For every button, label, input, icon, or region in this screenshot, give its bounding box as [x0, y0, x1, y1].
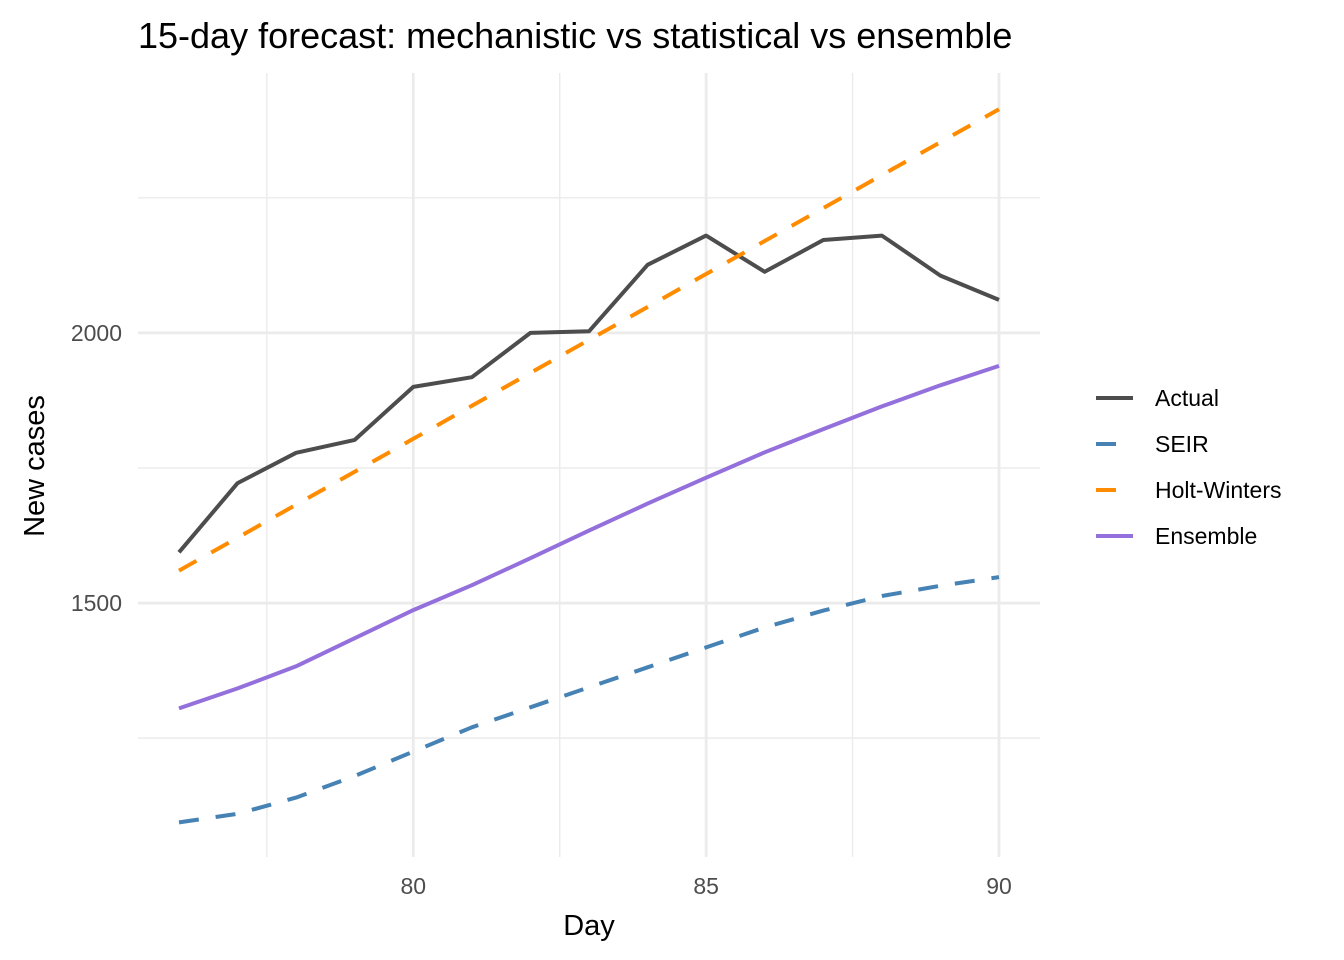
x-axis-title: Day	[563, 910, 615, 942]
series-line-ensemble	[178, 364, 1000, 711]
x-tick-label: 85	[693, 873, 719, 899]
legend: Actual SEIR Holt-Winters Ensemble	[1096, 385, 1282, 549]
legend-label: Ensemble	[1155, 523, 1257, 549]
legend-label: SEIR	[1155, 431, 1209, 457]
x-tick-label: 90	[986, 873, 1012, 899]
y-axis-title: New cases	[19, 395, 51, 537]
series-line-seir	[178, 575, 1000, 825]
x-tick-label: 80	[400, 873, 426, 899]
series-line-actual	[177, 233, 1000, 554]
series-line-holt-winters	[178, 107, 1000, 573]
y-tick-label: 2000	[71, 320, 122, 346]
grid	[138, 73, 1040, 857]
x-axis-ticks: 80 85 90	[400, 873, 1011, 899]
legend-label: Holt-Winters	[1155, 477, 1282, 503]
y-tick-label: 1500	[71, 590, 122, 616]
chart-title: 15-day forecast: mechanistic vs statisti…	[138, 15, 1012, 56]
y-axis-ticks: 1500 2000	[71, 320, 122, 616]
series-lines	[177, 107, 1000, 825]
legend-label: Actual	[1155, 385, 1219, 411]
